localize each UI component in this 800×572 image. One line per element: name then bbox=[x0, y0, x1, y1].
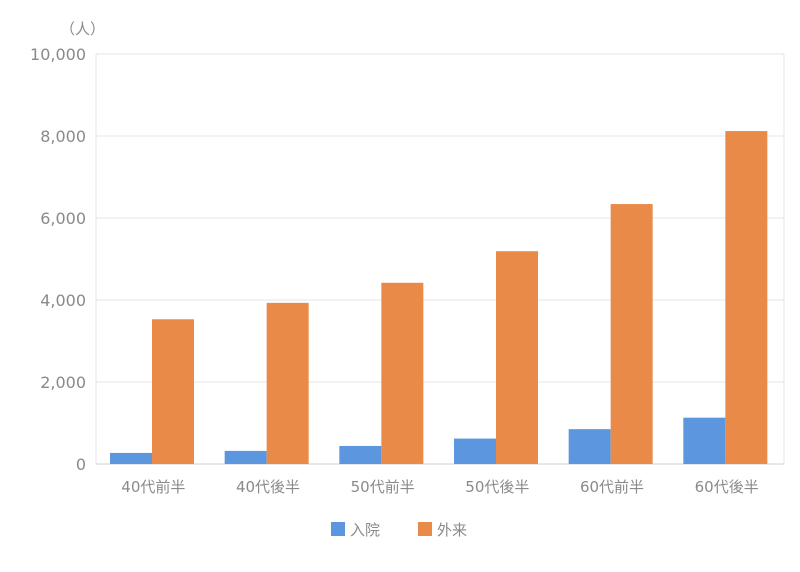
bar-outpatient bbox=[610, 204, 653, 464]
x-tick-label: 40代前半 bbox=[121, 478, 185, 496]
y-tick-label: 10,000 bbox=[30, 45, 86, 64]
bar-inpatient bbox=[339, 445, 382, 464]
x-tick-labels: 40代前半 40代後半 50代前半 50代後半 60代前半 60代後半 bbox=[121, 478, 758, 496]
legend-swatch bbox=[331, 522, 345, 536]
legend-swatch bbox=[418, 522, 432, 536]
bar-outpatient bbox=[152, 319, 194, 464]
unit-label: （人） bbox=[60, 20, 105, 38]
y-tick-label: 6,000 bbox=[40, 209, 86, 228]
bar-outpatient bbox=[725, 131, 768, 464]
gridlines bbox=[96, 53, 784, 383]
bars bbox=[110, 131, 768, 464]
legend-label: 入院 bbox=[350, 521, 380, 539]
x-tick-label: 40代後半 bbox=[236, 478, 300, 496]
bar-inpatient bbox=[454, 438, 496, 464]
bar-outpatient bbox=[266, 302, 309, 464]
bar-outpatient bbox=[496, 251, 538, 464]
x-tick-label: 60代前半 bbox=[580, 478, 644, 496]
y-tick-label: 0 bbox=[76, 455, 86, 474]
bar-inpatient bbox=[224, 450, 267, 464]
bar-inpatient bbox=[568, 429, 611, 464]
legend-label: 外来 bbox=[437, 521, 467, 539]
bar-inpatient bbox=[110, 452, 152, 464]
x-tick-label: 60代後半 bbox=[695, 478, 759, 496]
legend: 入院 外来 bbox=[331, 521, 467, 539]
x-tick-label: 50代前半 bbox=[351, 478, 415, 496]
y-tick-labels: 0 2,000 4,000 6,000 8,000 10,000 bbox=[30, 45, 86, 474]
axes bbox=[95, 54, 785, 465]
x-tick-label: 50代後半 bbox=[465, 478, 529, 496]
y-tick-label: 4,000 bbox=[40, 291, 86, 310]
bar-inpatient bbox=[683, 417, 726, 464]
bar-outpatient bbox=[381, 282, 424, 464]
y-tick-label: 2,000 bbox=[40, 373, 86, 392]
y-tick-label: 8,000 bbox=[40, 127, 86, 146]
